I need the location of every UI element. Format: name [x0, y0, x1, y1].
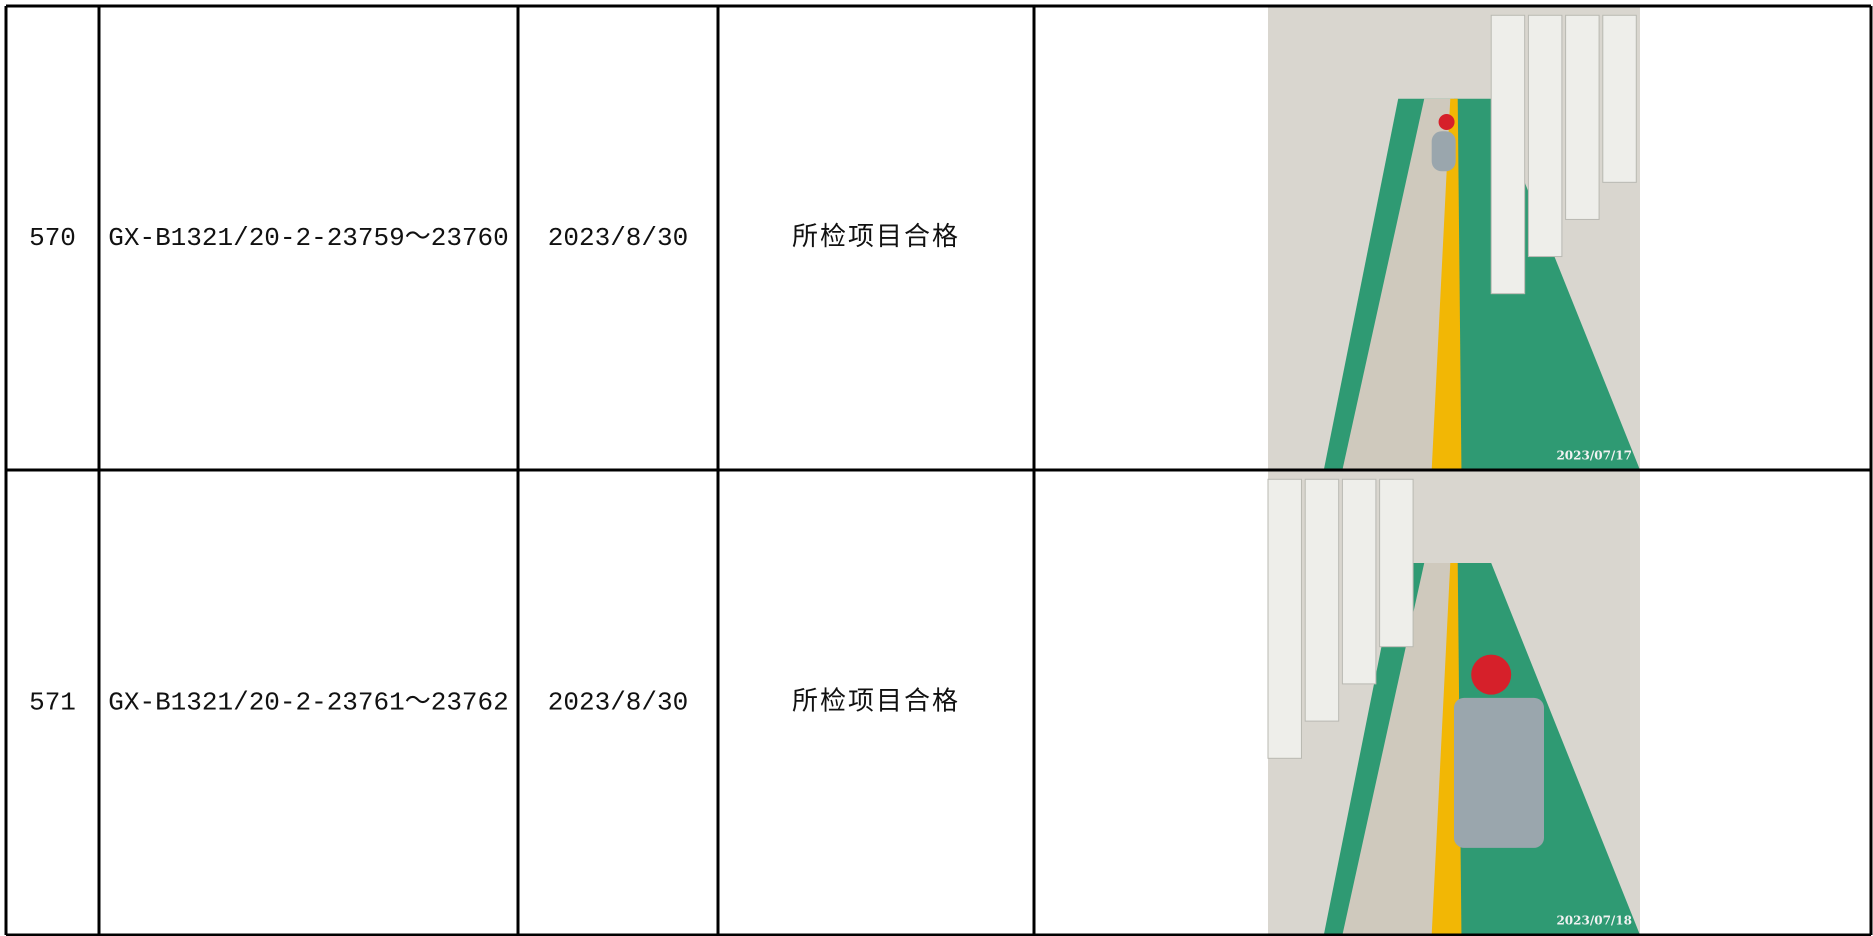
photo-cabinet — [1490, 14, 1526, 295]
photo-stripe — [1431, 563, 1462, 935]
inspection-date: 2023/8/30 — [548, 223, 688, 253]
photo-cabinet — [1379, 478, 1414, 648]
row-id: 570 — [29, 223, 76, 253]
photo-timestamp: 2023/07/18 — [1556, 914, 1632, 928]
site-photo: 2023/07/18 — [1267, 470, 1640, 935]
inspection-result: 所检项目合格 — [792, 686, 960, 717]
photo-cabinet — [1341, 478, 1377, 685]
photo-timestamp: 2023/07/17 — [1556, 449, 1632, 463]
photo-cabinet — [1267, 478, 1302, 759]
photo-cabinet — [1527, 14, 1563, 258]
photo-cabinet — [1565, 14, 1600, 220]
photo-cabinet — [1304, 478, 1340, 722]
inspection-date: 2023/8/30 — [548, 687, 688, 717]
inspection-result: 所检项目合格 — [792, 222, 960, 253]
photo-worker — [1454, 697, 1544, 848]
photo-walkway — [1342, 98, 1454, 471]
photo-stripe — [1431, 98, 1462, 471]
photo-walkway — [1342, 563, 1454, 935]
photo-helmet — [1471, 654, 1512, 695]
row-id: 571 — [29, 687, 76, 717]
model-number: GX-B1321/20-2-23761～23762 — [108, 687, 508, 717]
model-number: GX-B1321/20-2-23759～23760 — [108, 223, 508, 253]
photo-worker — [1431, 131, 1456, 172]
photo-helmet — [1438, 114, 1455, 130]
site-photo: 2023/07/17 — [1268, 6, 1640, 471]
photo-cabinet — [1602, 14, 1637, 183]
